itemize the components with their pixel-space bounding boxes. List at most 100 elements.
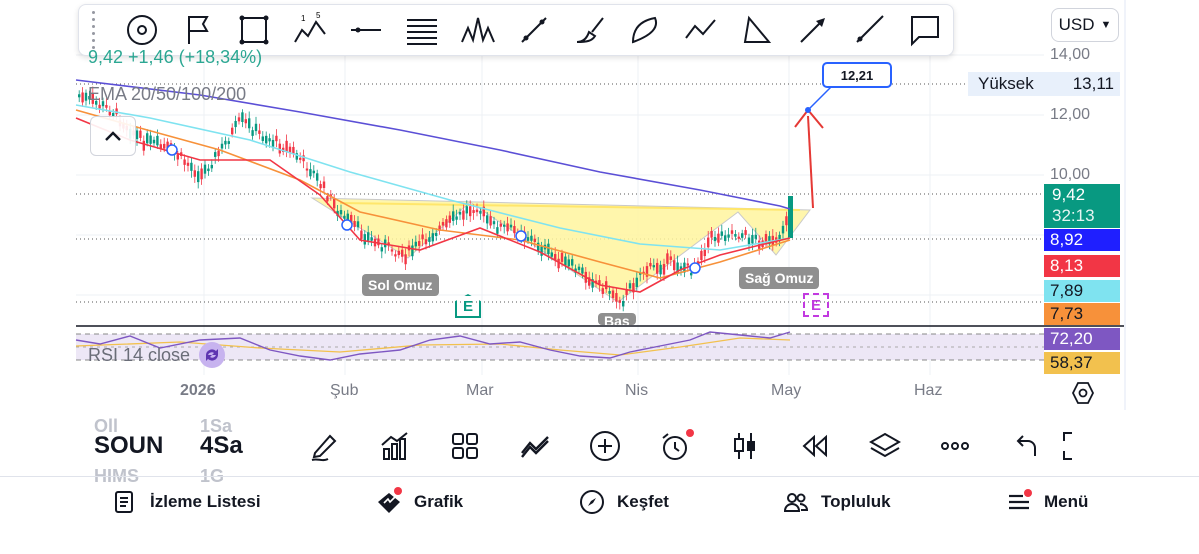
- candle-body: [455, 216, 458, 220]
- arc-tool[interactable]: [618, 8, 674, 52]
- signal-marker[interactable]: [341, 219, 353, 231]
- candle-body: [751, 235, 754, 244]
- pattern-tool[interactable]: [450, 8, 506, 52]
- triangle-icon: [744, 15, 772, 43]
- fib-lines-tool[interactable]: [394, 8, 450, 52]
- rsi-ma-value-label: 58,37: [1044, 352, 1120, 374]
- currency-selector[interactable]: USD ▼: [1051, 8, 1119, 42]
- target-callout[interactable]: 12,21: [822, 62, 892, 88]
- candle-body: [258, 130, 261, 134]
- horizontal-line-tool[interactable]: [338, 8, 394, 52]
- target-point[interactable]: [805, 107, 811, 113]
- earnings-badge[interactable]: E: [455, 294, 481, 318]
- candle-body: [108, 111, 111, 116]
- timeframe-selector[interactable]: 1Sa 4Sa 1G: [200, 416, 290, 486]
- arrow-icon: [800, 18, 826, 43]
- triangle-tool[interactable]: [729, 8, 785, 52]
- price-chart[interactable]: [0, 0, 1199, 410]
- candle-body: [479, 210, 482, 214]
- replay-button[interactable]: [780, 418, 850, 474]
- signal-marker[interactable]: [166, 144, 178, 156]
- callout-tool[interactable]: [897, 8, 953, 52]
- candle-body: [367, 232, 370, 241]
- left-shoulder-label[interactable]: Sol Omuz: [362, 274, 439, 296]
- candle-body: [295, 153, 298, 160]
- refresh-icon[interactable]: [198, 341, 226, 369]
- fullscreen-button[interactable]: [1060, 418, 1100, 474]
- candle-body: [496, 227, 499, 234]
- nav-watchlist[interactable]: İzleme Listesi: [112, 489, 261, 515]
- candle-body: [537, 242, 540, 252]
- candle-body: [88, 96, 91, 100]
- layout-button[interactable]: [430, 418, 500, 474]
- layers-button[interactable]: [850, 418, 920, 474]
- indicators-button[interactable]: [360, 418, 430, 474]
- layers-icon: [868, 432, 902, 458]
- flag-tool[interactable]: [170, 8, 226, 52]
- ema200-price-label: 7,73: [1044, 303, 1120, 325]
- candle-body: [305, 168, 309, 171]
- breakout-arrow[interactable]: [807, 115, 814, 209]
- signal-marker[interactable]: [689, 262, 701, 274]
- brush-tool[interactable]: [562, 8, 618, 52]
- undo-button[interactable]: [990, 418, 1060, 474]
- arrow-tool[interactable]: [785, 8, 841, 52]
- zigzag-icon: [685, 19, 717, 39]
- candle-body: [499, 223, 502, 227]
- add-button[interactable]: [570, 418, 640, 474]
- rectangle-tool[interactable]: [226, 8, 282, 52]
- candle-body: [78, 94, 81, 98]
- drawing-tools-button[interactable]: [290, 418, 360, 474]
- chart-type-button[interactable]: [710, 418, 780, 474]
- circle-target-tool[interactable]: [114, 8, 170, 52]
- zigzag-tool[interactable]: [673, 8, 729, 52]
- compare-button[interactable]: [500, 418, 570, 474]
- nav-chart[interactable]: Grafik: [376, 487, 463, 515]
- head-shoulders-pattern-icon: [460, 17, 495, 44]
- chart-settings-button[interactable]: [1070, 380, 1096, 406]
- price-axis-border: [1124, 0, 1126, 410]
- candle-body: [183, 159, 186, 165]
- nav-explore[interactable]: Keşfet: [579, 489, 669, 515]
- trend-line-tool[interactable]: [506, 8, 562, 52]
- symbol-selector[interactable]: Oll SOUN HIMS: [76, 416, 200, 486]
- nav-menu[interactable]: Menü: [1006, 489, 1088, 515]
- chevron-down-icon: ▼: [1100, 19, 1112, 31]
- toolbar-drag-handle[interactable]: [85, 11, 102, 49]
- ema-indicator-label[interactable]: EMA 20/50/100/200: [88, 84, 247, 104]
- price-tick: 12,00: [1050, 106, 1091, 123]
- signal-marker[interactable]: [515, 230, 527, 242]
- candle-body: [713, 236, 717, 242]
- high-price-label: Yüksek 13,11: [968, 72, 1120, 96]
- candle-body: [533, 238, 536, 242]
- candle-body: [84, 92, 88, 101]
- nav-community[interactable]: Topluluk: [783, 489, 891, 515]
- candle-body: [200, 168, 203, 180]
- candle-body: [652, 265, 655, 268]
- candle-body: [489, 216, 492, 226]
- candle-body: [649, 262, 652, 267]
- breakout-candle: [788, 196, 793, 238]
- candle-body: [333, 198, 336, 209]
- candle-body: [380, 247, 383, 252]
- right-shoulder-label[interactable]: Sağ Omuz: [739, 267, 820, 289]
- candle-body: [452, 211, 455, 221]
- collapse-legend-button[interactable]: [90, 116, 136, 156]
- upcoming-earnings-badge[interactable]: E: [803, 293, 829, 317]
- alerts-button[interactable]: [640, 418, 710, 474]
- rsi-indicator-label[interactable]: RSI 14 close: [88, 341, 226, 369]
- candle-body: [567, 259, 570, 267]
- candle-body: [530, 235, 533, 241]
- candle-body: [571, 259, 574, 266]
- currency-label: USD: [1058, 15, 1095, 34]
- candle-body: [492, 221, 496, 225]
- head-label[interactable]: Baş: [598, 313, 636, 325]
- ray-tool[interactable]: [841, 8, 897, 52]
- more-button[interactable]: [920, 418, 990, 474]
- candle-body: [509, 224, 513, 228]
- head-shoulders-pattern[interactable]: [310, 197, 811, 303]
